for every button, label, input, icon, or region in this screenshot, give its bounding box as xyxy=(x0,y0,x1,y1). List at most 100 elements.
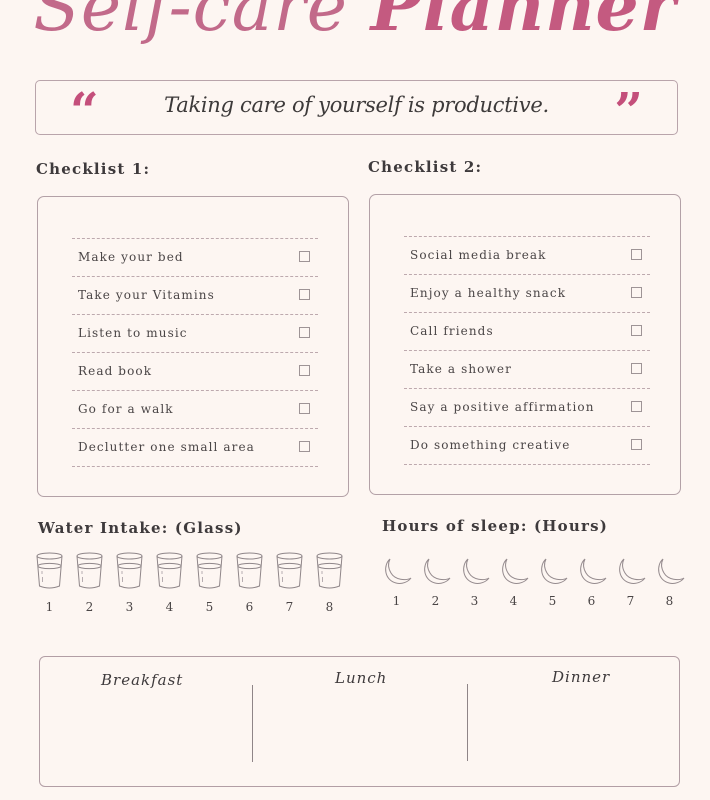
crescent-moon-icon xyxy=(657,558,684,584)
crescent-moon-icon xyxy=(384,558,411,584)
sleep-moon-cell[interactable]: 2 xyxy=(421,556,450,608)
checklist-item: Listen to music xyxy=(72,315,318,353)
glass-number: 5 xyxy=(205,600,214,614)
sleep-heading: Hours of sleep: (Hours) xyxy=(382,517,609,535)
checkbox[interactable] xyxy=(631,401,642,412)
glass-number: 2 xyxy=(85,600,94,614)
checkbox[interactable] xyxy=(299,289,310,300)
meal-divider xyxy=(252,685,253,762)
water-glass-cell[interactable]: 5 xyxy=(196,552,223,614)
crescent-moon-icon xyxy=(501,558,528,584)
checklist-item-label: Do something creative xyxy=(410,438,571,452)
checklist-item: Take a shower xyxy=(404,351,650,389)
sleep-moon-cell[interactable]: 7 xyxy=(616,556,645,608)
crescent-moon-icon xyxy=(579,558,606,584)
close-quote-icon: ” xyxy=(614,81,643,140)
checklist-item: Social media break xyxy=(404,237,650,275)
water-tracker: 1 2 3 4 xyxy=(36,552,343,614)
glass-number: 6 xyxy=(245,600,254,614)
checklist-item-label: Declutter one small area xyxy=(78,440,255,454)
checklist-item-label: Take your Vitamins xyxy=(78,288,215,302)
glass-number: 7 xyxy=(285,600,294,614)
checklist-item-label: Call friends xyxy=(410,324,494,338)
checklist-item: Do something creative xyxy=(404,427,650,465)
water-intake-heading: Water Intake: (Glass) xyxy=(38,519,243,537)
sleep-hour-number: 6 xyxy=(587,594,596,608)
quote-text: Taking care of yourself is productive. xyxy=(164,93,549,117)
checklist-item: Make your bed xyxy=(72,239,318,277)
checklist-2-box: Social media break Enjoy a healthy snack… xyxy=(369,194,681,495)
title-planner: Planner xyxy=(370,0,677,47)
water-glass-cell[interactable]: 3 xyxy=(116,552,143,614)
glass-number: 3 xyxy=(125,600,134,614)
glass-number: 1 xyxy=(45,600,54,614)
glass-number: 8 xyxy=(325,600,334,614)
checklist-item-label: Take a shower xyxy=(410,362,512,376)
sleep-hour-number: 3 xyxy=(470,594,479,608)
checkbox[interactable] xyxy=(299,327,310,338)
sleep-moon-cell[interactable]: 6 xyxy=(577,556,606,608)
checklist-item: Go for a walk xyxy=(72,391,318,429)
checkbox[interactable] xyxy=(631,439,642,450)
checklist-item-label: Make your bed xyxy=(78,250,184,264)
checklist-2-heading: Checklist 2: xyxy=(368,158,483,176)
water-glass-cell[interactable]: 7 xyxy=(276,552,303,614)
checkbox[interactable] xyxy=(631,287,642,298)
glass-of-water-icon xyxy=(316,552,343,589)
title-self-care: Self-care xyxy=(33,0,371,47)
glass-of-water-icon xyxy=(36,552,63,589)
quote-box: “ Taking care of yourself is productive.… xyxy=(35,80,678,140)
open-quote-icon: “ xyxy=(70,81,99,140)
water-glass-cell[interactable]: 1 xyxy=(36,552,63,614)
checkbox[interactable] xyxy=(631,325,642,336)
checklist-item: Declutter one small area xyxy=(72,429,318,467)
planner-title: Self-care Planner xyxy=(0,0,710,53)
crescent-moon-icon xyxy=(618,558,645,584)
checklist-item: Enjoy a healthy snack xyxy=(404,275,650,313)
sleep-hour-number: 7 xyxy=(626,594,635,608)
checkbox[interactable] xyxy=(299,365,310,376)
checklist-item: Read book xyxy=(72,353,318,391)
checklist-item-label: Enjoy a healthy snack xyxy=(410,286,567,300)
checkbox[interactable] xyxy=(299,441,310,452)
checkbox[interactable] xyxy=(631,363,642,374)
glass-of-water-icon xyxy=(116,552,143,589)
breakfast-label: Breakfast xyxy=(101,671,184,689)
checklist-item: Say a positive affirmation xyxy=(404,389,650,427)
checkbox[interactable] xyxy=(299,403,310,414)
crescent-moon-icon xyxy=(423,558,450,584)
sleep-hour-number: 5 xyxy=(548,594,557,608)
glass-number: 4 xyxy=(165,600,174,614)
checklist-item-label: Social media break xyxy=(410,248,547,262)
sleep-moon-cell[interactable]: 5 xyxy=(538,556,567,608)
sleep-hour-number: 1 xyxy=(392,594,401,608)
checkbox[interactable] xyxy=(631,249,642,260)
sleep-moon-cell[interactable]: 4 xyxy=(499,556,528,608)
water-glass-cell[interactable]: 6 xyxy=(236,552,263,614)
dinner-label: Dinner xyxy=(552,668,611,686)
meal-divider xyxy=(467,684,468,761)
checklist-1-heading: Checklist 1: xyxy=(36,160,151,178)
water-glass-cell[interactable]: 2 xyxy=(76,552,103,614)
glass-of-water-icon xyxy=(196,552,223,589)
lunch-label: Lunch xyxy=(335,669,388,687)
checklist-item-label: Go for a walk xyxy=(78,402,174,416)
water-glass-cell[interactable]: 4 xyxy=(156,552,183,614)
crescent-moon-icon xyxy=(462,558,489,584)
sleep-hour-number: 8 xyxy=(665,594,674,608)
sleep-hour-number: 2 xyxy=(431,594,440,608)
checklist-item: Take your Vitamins xyxy=(72,277,318,315)
sleep-moon-cell[interactable]: 1 xyxy=(382,556,411,608)
sleep-moon-cell[interactable]: 8 xyxy=(655,556,684,608)
crescent-moon-icon xyxy=(540,558,567,584)
checkbox[interactable] xyxy=(299,251,310,262)
glass-of-water-icon xyxy=(276,552,303,589)
checklist-item-label: Listen to music xyxy=(78,326,188,340)
checklist-2-items: Social media break Enjoy a healthy snack… xyxy=(404,236,650,465)
meals-box: Breakfast Lunch Dinner xyxy=(39,656,680,787)
checklist-1-box: Make your bed Take your Vitamins Listen … xyxy=(37,196,349,497)
water-glass-cell[interactable]: 8 xyxy=(316,552,343,614)
sleep-moon-cell[interactable]: 3 xyxy=(460,556,489,608)
checklist-item-label: Read book xyxy=(78,364,153,378)
glass-of-water-icon xyxy=(76,552,103,589)
